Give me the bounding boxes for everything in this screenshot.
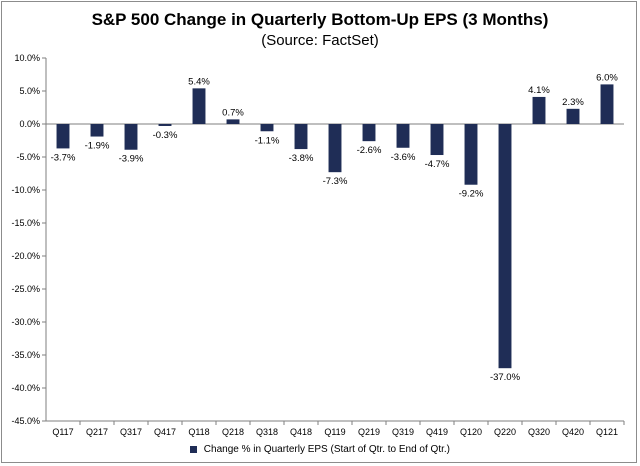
y-tick-label: 5.0% [19, 86, 40, 96]
x-tick-label-Q219: Q219 [358, 427, 380, 437]
bar-Q118 [192, 88, 206, 124]
y-tick-label: -45.0% [11, 416, 40, 426]
x-tick-label-Q420: Q420 [562, 427, 584, 437]
x-tick-label-Q320: Q320 [528, 427, 550, 437]
x-tick-label-Q317: Q317 [120, 427, 142, 437]
bar-Q218 [226, 119, 240, 124]
data-label-Q417: -0.3% [153, 130, 178, 141]
data-label-Q218: 0.7% [222, 107, 244, 118]
legend-label: Change % in Quarterly EPS (Start of Qtr.… [203, 444, 450, 455]
y-tick-label: -40.0% [11, 383, 40, 393]
data-label-Q317: -3.9% [119, 154, 144, 165]
y-tick-label: 10.0% [14, 53, 40, 63]
bar-Q320 [532, 96, 546, 124]
y-tick-label: -30.0% [11, 317, 40, 327]
chart-title: S&P 500 Change in Quarterly Bottom-Up EP… [91, 10, 549, 29]
x-tick-label-Q117: Q117 [52, 427, 73, 437]
data-label-Q117: -3.7% [51, 152, 76, 163]
y-tick-label: -10.0% [11, 185, 40, 195]
legend: Change % in Quarterly EPS (Start of Qtr.… [0, 444, 640, 455]
data-label-Q120: -9.2% [459, 189, 484, 200]
bar-Q319 [396, 124, 410, 148]
bar-Q120 [464, 124, 478, 185]
x-tick-label-Q418: Q418 [290, 427, 312, 437]
data-label-Q419: -4.7% [425, 159, 450, 170]
bar-Q217 [90, 124, 104, 137]
x-tick-label-Q217: Q217 [86, 427, 108, 437]
bar-Q220 [498, 124, 512, 369]
x-tick-label-Q318: Q318 [256, 427, 278, 437]
data-label-Q118: 5.4% [188, 76, 210, 87]
x-tick-label-Q417: Q417 [154, 427, 176, 437]
x-tick-label-Q319: Q319 [392, 427, 414, 437]
data-label-Q217: -1.9% [85, 141, 110, 152]
bar-Q121 [600, 84, 614, 124]
data-label-Q418: -3.8% [289, 153, 314, 164]
bar-Q219 [362, 124, 376, 142]
bar-Q119 [328, 124, 342, 173]
data-label-Q219: -2.6% [357, 145, 382, 156]
bar-Q420 [566, 108, 580, 124]
x-tick-label-Q419: Q419 [426, 427, 448, 437]
data-label-Q119: -7.3% [323, 176, 348, 187]
x-tick-label-Q121: Q121 [596, 427, 618, 437]
data-label-Q121: 6.0% [596, 72, 618, 83]
data-label-Q420: 2.3% [562, 97, 584, 108]
bar-Q418 [294, 124, 308, 150]
data-label-Q320: 4.1% [528, 85, 550, 96]
data-label-Q319: -3.6% [391, 152, 416, 163]
y-tick-label: -15.0% [11, 218, 40, 228]
x-tick-label-Q119: Q119 [324, 427, 345, 437]
bar-Q419 [430, 124, 444, 156]
data-label-Q318: -1.1% [255, 135, 280, 146]
bar-Q317 [124, 124, 138, 150]
y-tick-label: -5.0% [16, 152, 40, 162]
x-tick-label-Q118: Q118 [188, 427, 209, 437]
y-tick-label: -25.0% [11, 284, 40, 294]
y-tick-label: -35.0% [11, 350, 40, 360]
chart-subtitle: (Source: FactSet) [261, 32, 379, 49]
y-tick-label: 0.0% [19, 119, 40, 129]
bar-Q318 [260, 124, 274, 132]
y-tick-label: -20.0% [11, 251, 40, 261]
legend-swatch [190, 446, 197, 453]
bar-Q417 [158, 124, 172, 126]
x-tick-label-Q120: Q120 [460, 427, 482, 437]
data-label-Q220: -37.0% [490, 372, 521, 383]
bar-Q117 [56, 124, 70, 149]
x-tick-label-Q220: Q220 [494, 427, 516, 437]
x-tick-label-Q218: Q218 [222, 427, 244, 437]
